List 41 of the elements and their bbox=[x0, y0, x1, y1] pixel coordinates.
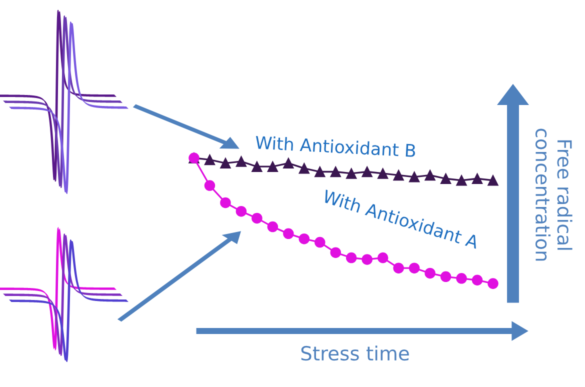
point bbox=[362, 166, 372, 178]
point bbox=[283, 158, 294, 169]
x-axis-title: Stress time bbox=[301, 346, 409, 361]
point bbox=[236, 206, 247, 217]
point bbox=[220, 197, 231, 208]
point bbox=[314, 166, 326, 178]
point bbox=[346, 252, 357, 264]
point bbox=[472, 173, 483, 184]
point bbox=[408, 172, 420, 182]
point bbox=[393, 170, 404, 181]
point bbox=[456, 174, 467, 186]
point bbox=[252, 161, 262, 172]
point bbox=[283, 228, 294, 240]
point bbox=[424, 170, 436, 181]
point bbox=[440, 271, 452, 282]
point bbox=[377, 252, 388, 264]
point bbox=[204, 180, 216, 191]
point bbox=[488, 174, 498, 186]
point bbox=[204, 154, 216, 166]
point bbox=[298, 233, 310, 244]
point bbox=[346, 168, 357, 179]
point bbox=[377, 168, 388, 179]
point bbox=[393, 262, 404, 274]
point bbox=[488, 278, 498, 289]
point bbox=[298, 162, 310, 174]
point bbox=[267, 221, 278, 232]
point bbox=[267, 161, 278, 172]
point bbox=[252, 212, 262, 224]
y-axis-title: Free radical concentration bbox=[535, 128, 572, 261]
point bbox=[236, 156, 247, 167]
point bbox=[440, 173, 452, 184]
series-label: With Antioxidant B bbox=[255, 135, 416, 158]
point bbox=[314, 236, 326, 248]
point bbox=[424, 268, 436, 279]
point bbox=[220, 158, 231, 169]
point bbox=[472, 274, 483, 286]
point bbox=[330, 247, 342, 258]
point bbox=[362, 254, 372, 265]
point bbox=[330, 166, 342, 178]
point bbox=[408, 262, 420, 274]
point bbox=[456, 273, 467, 284]
